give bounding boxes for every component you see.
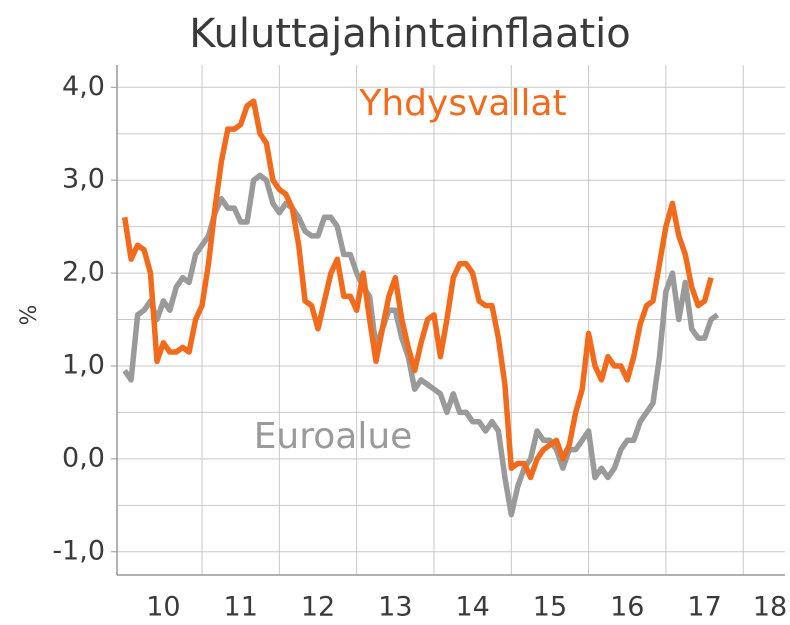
x-tick-label: 10	[146, 592, 180, 623]
chart-title: Kuluttajahintainflaatio	[189, 11, 631, 57]
x-tick-label: 17	[687, 592, 721, 623]
annotation: Yhdysvallat	[358, 83, 566, 124]
x-tick-label: 16	[610, 592, 644, 623]
x-tick-label: 13	[378, 592, 412, 623]
series-line	[122, 172, 720, 518]
y-tick-label: 1,0	[62, 349, 105, 380]
series-line	[121, 98, 714, 481]
x-tick-label: 11	[224, 592, 258, 623]
y-tick-label: 0,0	[62, 442, 105, 473]
x-tick-label: 18	[753, 592, 787, 623]
x-tick-label: 12	[301, 592, 335, 623]
y-tick-label: 2,0	[62, 257, 105, 288]
x-tick-label: 14	[455, 592, 489, 623]
y-tick-label: 4,0	[62, 71, 105, 102]
x-tick-label: 15	[533, 592, 567, 623]
y-tick-label: 3,0	[62, 164, 105, 195]
annotation: Euroalue	[254, 416, 413, 457]
y-tick-label: -1,0	[52, 535, 105, 566]
y-axis-label: %	[17, 305, 42, 326]
